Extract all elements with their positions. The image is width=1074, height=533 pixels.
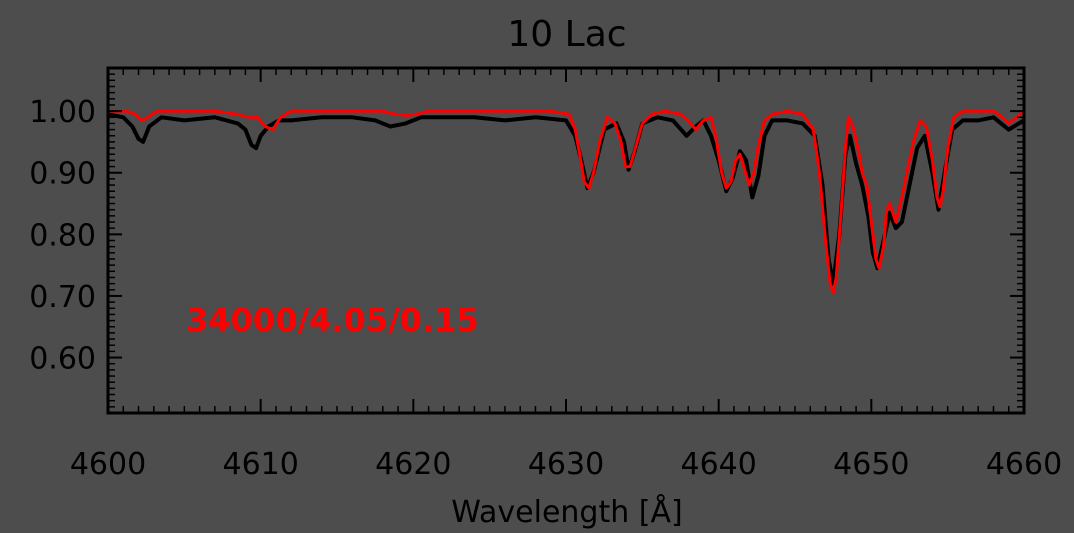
minor-ticks [107,67,1025,413]
x-tick-label: 4650 [833,447,909,482]
chart-title: 10 Lac [507,14,626,55]
y-tick-label: 0.60 [29,342,96,377]
y-tick-label: 0.70 [29,280,96,315]
series-line-1 [108,109,1025,295]
x-axis-label: Wavelength [Å] [451,494,682,530]
x-tick-label: 4620 [375,447,451,482]
y-tick-label: 0.90 [29,157,96,192]
x-tick-label: 4600 [70,447,146,482]
y-tick-label: 1.00 [29,95,96,130]
x-tick-label: 4660 [986,447,1062,482]
x-axis: 4600 4610 4620 4630 4640 4650 4660 [70,447,1062,482]
x-tick-label: 4630 [528,447,604,482]
x-tick-label: 4610 [222,447,298,482]
y-tick-label: 0.80 [29,218,96,253]
series-group [107,109,1026,295]
y-axis: 1.00 0.90 0.80 0.70 0.60 [29,95,96,376]
series-line-0 [107,112,1026,286]
x-tick-label: 4640 [680,447,756,482]
model-parameters-annotation: 34000/4.05/0.15 [186,301,479,339]
plot-area [106,66,1026,415]
